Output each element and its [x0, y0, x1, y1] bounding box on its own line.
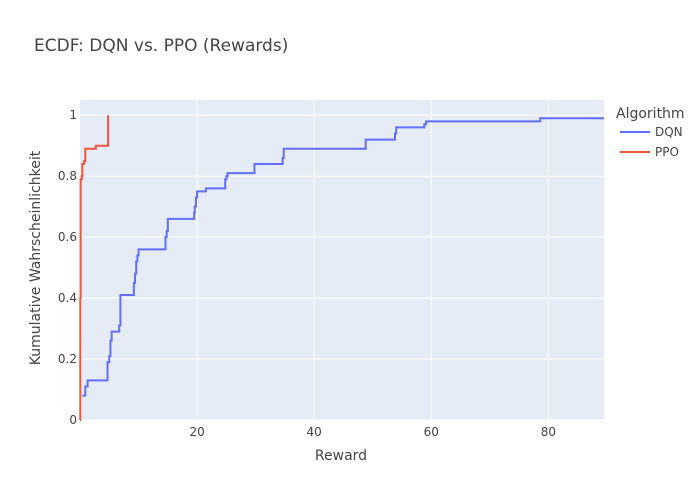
series-lines	[79, 115, 604, 421]
y-axis-label: Kumulative Wahrscheinlichkeit	[28, 150, 44, 365]
x-tick-label: 40	[307, 425, 322, 439]
x-axis-label: Reward	[315, 448, 367, 464]
x-tick-label: 20	[189, 425, 204, 439]
y-tick-label: 0.8	[58, 169, 77, 183]
y-tick-label: 0.6	[58, 230, 77, 244]
legend-item-dqn[interactable]: DQN	[655, 125, 683, 139]
y-tick-label: 0.2	[58, 352, 77, 366]
chart-title: ECDF: DQN vs. PPO (Rewards)	[34, 36, 288, 56]
legend-item-ppo[interactable]: PPO	[655, 145, 679, 159]
x-axis-ticks: 20 40 60 80	[189, 425, 556, 439]
y-axis-ticks: 0 0.2 0.4 0.6 0.8 1	[58, 108, 77, 427]
x-tick-label: 80	[541, 425, 556, 439]
legend-title: Algorithm	[616, 106, 685, 122]
y-tick-label: 1	[69, 108, 77, 122]
y-tick-label: 0	[69, 413, 77, 427]
x-tick-label: 60	[424, 425, 439, 439]
plot-area	[80, 100, 604, 420]
series-line-dqn	[82, 117, 604, 397]
series-line-ppo	[79, 115, 110, 421]
y-tick-label: 0.4	[58, 291, 77, 305]
legend[interactable]: Algorithm DQN PPO	[616, 106, 685, 159]
